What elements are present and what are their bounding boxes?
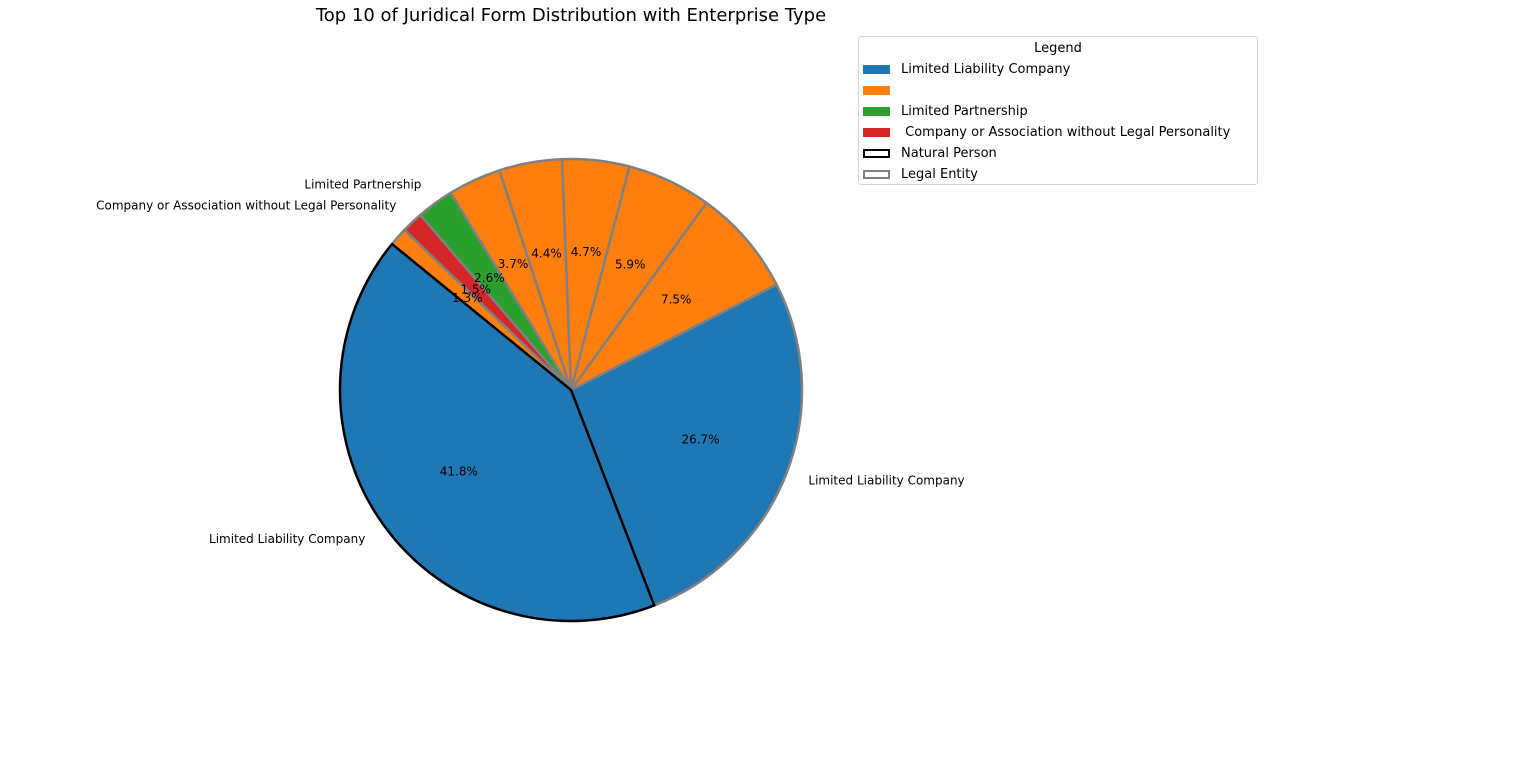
legend-label: Natural Person: [901, 145, 997, 161]
legend-label: Company or Association without Legal Per…: [901, 124, 1231, 140]
legend-entry-3: Limited Partnership: [863, 101, 1028, 121]
legend-entry-6: Legal Entity: [863, 164, 978, 184]
pct-label-1: 41.8%: [440, 464, 478, 478]
pie-slice-3: [569, 201, 778, 392]
pct-label-7: 3.7%: [498, 257, 529, 271]
legend-title: Legend: [1034, 41, 1082, 56]
legend: Legend Limited Liability Company Limited …: [858, 36, 1258, 185]
pie-labels: 41.8% Limited Liability Company 26.7% Limit…: [96, 178, 965, 547]
pct-label-5: 4.7%: [571, 245, 602, 259]
pct-label-9: 1.5%: [460, 282, 491, 296]
legend-entry-5: Natural Person: [863, 143, 997, 163]
slice-label-2: Limited Liability Company: [808, 474, 964, 488]
legend-swatch: [863, 148, 890, 158]
pct-label-3: 7.5%: [661, 293, 692, 307]
legend-swatch: [863, 64, 890, 74]
legend-entry-1: Limited Liability Company: [863, 59, 1070, 79]
legend-entry-4: Company or Association without Legal Per…: [863, 122, 1230, 142]
pie-slice-2: [569, 283, 804, 607]
pie-slices: [338, 157, 804, 623]
slice-label-1: Limited Liability Company: [209, 532, 365, 546]
chart-title: Top 10 of Juridical Form Distribution wi…: [315, 5, 826, 26]
legend-label: Limited Partnership: [901, 103, 1028, 119]
legend-swatch: [863, 85, 890, 95]
slice-label-8: Limited Partnership: [304, 178, 421, 192]
legend-entry-2: [863, 80, 901, 100]
legend-label: Limited Liability Company: [901, 61, 1071, 77]
pct-label-4: 5.9%: [615, 258, 646, 272]
legend-swatch: [863, 127, 890, 137]
slice-label-9: Company or Association without Legal Per…: [96, 199, 396, 213]
pct-label-8: 2.6%: [474, 271, 505, 285]
legend-label: Legal Entity: [901, 166, 978, 182]
legend-swatch: [863, 106, 890, 116]
pct-label-6: 4.4%: [531, 247, 562, 261]
pie-slice-1: [338, 242, 656, 623]
pct-label-10: 1.3%: [452, 291, 483, 305]
pct-label-2: 26.7%: [681, 432, 719, 446]
legend-swatch: [863, 169, 890, 179]
